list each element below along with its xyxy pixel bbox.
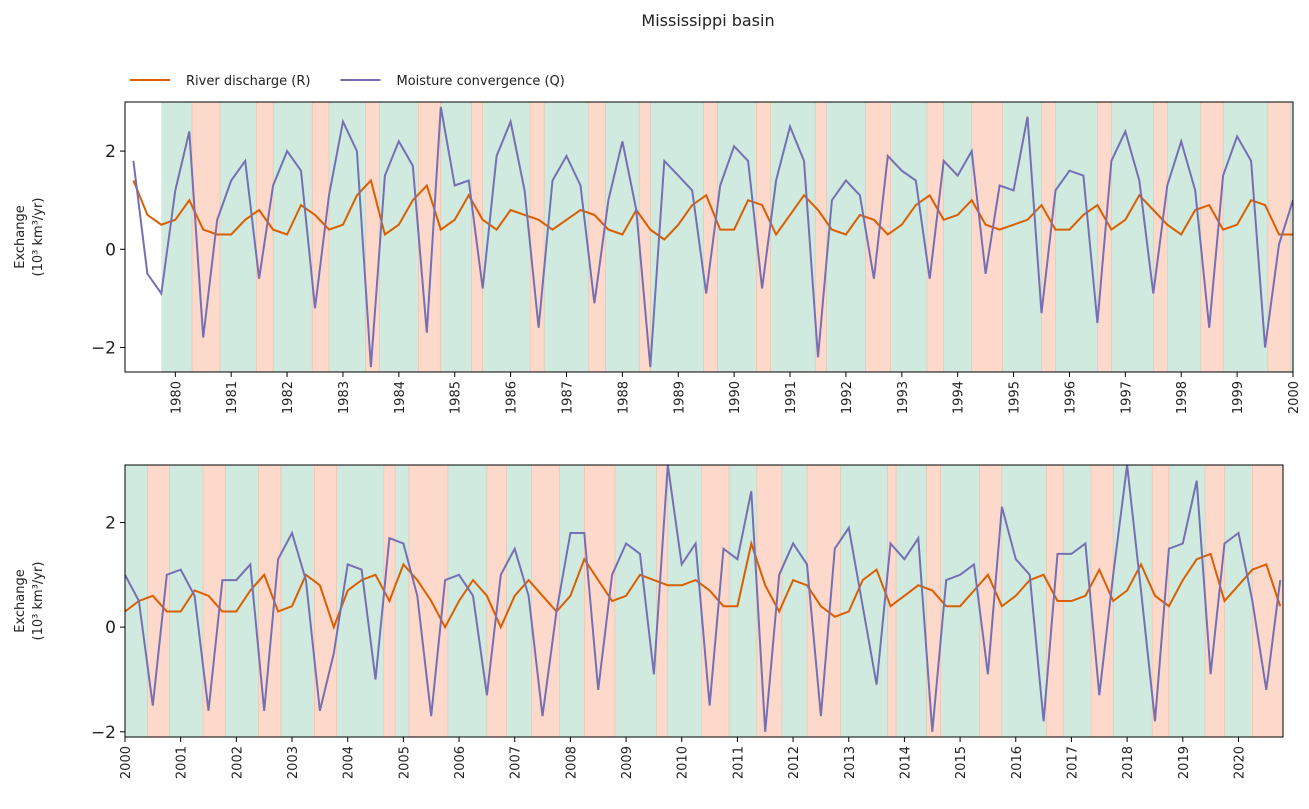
x-tick-label: 2012 [787, 746, 802, 779]
shade-span [700, 465, 730, 737]
x-tick-label: 1989 [672, 381, 687, 414]
x-tick-label: 1982 [281, 381, 296, 414]
chart-title: Mississippi basin [641, 11, 774, 30]
x-tick-label: 1995 [1008, 381, 1023, 414]
x-tick-label: 2017 [1065, 746, 1080, 779]
shade-span [584, 465, 616, 737]
shade-span [529, 102, 545, 372]
x-tick-label: 1985 [449, 381, 464, 414]
shade-span [756, 465, 783, 737]
x-tick-label: 1999 [1231, 381, 1246, 414]
x-tick-label: 1990 [728, 381, 743, 414]
series-line [132, 106, 1293, 368]
shade-span [1267, 102, 1291, 372]
series-line [132, 178, 1293, 241]
y-tick-label: 2 [105, 514, 116, 534]
x-tick-label: 2005 [397, 746, 412, 779]
x-tick-label: 2013 [843, 746, 858, 779]
x-tick-label: 1981 [225, 381, 240, 414]
y-axis-label: (10³ km³/yr) [31, 562, 46, 641]
x-tick-label: 2008 [564, 746, 579, 779]
x-tick-label: 2018 [1121, 746, 1136, 779]
x-tick-label: 1988 [616, 381, 631, 414]
x-tick-label: 1984 [393, 381, 408, 414]
shade-span [365, 102, 380, 372]
series-line [125, 539, 1282, 631]
x-tick-label: 1992 [840, 381, 855, 414]
x-tick-label: 2020 [1232, 746, 1247, 779]
shade-span [471, 102, 483, 372]
x-tick-label: 1991 [784, 381, 799, 414]
x-tick-label: 2019 [1177, 746, 1192, 779]
shade-span [1200, 102, 1224, 372]
x-tick-label: 2016 [1010, 746, 1025, 779]
shade-span [418, 102, 442, 372]
x-tick-label: 2003 [286, 746, 301, 779]
series-line [125, 465, 1282, 732]
shade-span [588, 102, 606, 372]
y-tick-label: 0 [105, 618, 116, 638]
x-tick-label: 2009 [620, 746, 635, 779]
shade-span [703, 102, 718, 372]
shade-span [311, 102, 330, 372]
shade-span [1204, 465, 1225, 737]
shade-span [258, 465, 282, 737]
x-tick-label: 2000 [1287, 381, 1302, 414]
shade-span [806, 465, 841, 737]
x-tick-label: 1987 [560, 381, 575, 414]
y-axis-label: Exchange [13, 205, 28, 269]
plot-area [125, 465, 1283, 737]
shade-base [161, 102, 1293, 372]
x-tick-label: 2004 [342, 746, 357, 779]
shade-span [971, 102, 1003, 372]
x-tick-label: 1983 [337, 381, 352, 414]
plot-area [132, 102, 1293, 372]
x-tick-label: 2010 [676, 746, 691, 779]
y-axis-label: (10³ km³/yr) [31, 198, 46, 277]
y-tick-label: 2 [105, 142, 116, 162]
x-tick-label: 2015 [954, 746, 969, 779]
x-tick-label: 1994 [952, 381, 967, 414]
legend-label: River discharge (R) [186, 74, 310, 89]
axes-frame [124, 464, 1284, 738]
x-tick-label: 2006 [453, 746, 468, 779]
axes-frame [124, 101, 1294, 373]
shade-span [638, 102, 651, 372]
shade-span [814, 102, 827, 372]
shade-span [656, 465, 669, 737]
y-axis-label: Exchange [13, 569, 28, 633]
x-tick-label: 1993 [896, 381, 911, 414]
x-tick-label: 1997 [1119, 381, 1134, 414]
x-tick-label: 2002 [230, 746, 245, 779]
x-tick-label: 2014 [898, 746, 913, 779]
x-tick-label: 1996 [1063, 381, 1078, 414]
legend-label: Moisture convergence (Q) [396, 74, 564, 89]
x-tick-label: 2011 [731, 746, 746, 779]
x-tick-label: 2000 [119, 746, 134, 779]
y-tick-label: 0 [105, 240, 116, 260]
y-tick-label: −2 [91, 723, 116, 743]
x-tick-label: 1998 [1175, 381, 1190, 414]
shade-span [1041, 102, 1056, 372]
x-tick-label: 2001 [175, 746, 190, 779]
x-tick-label: 2007 [509, 746, 524, 779]
x-tick-label: 1980 [169, 381, 184, 414]
y-tick-label: −2 [91, 338, 116, 358]
x-tick-label: 1986 [505, 381, 520, 414]
shade-span [486, 465, 507, 737]
